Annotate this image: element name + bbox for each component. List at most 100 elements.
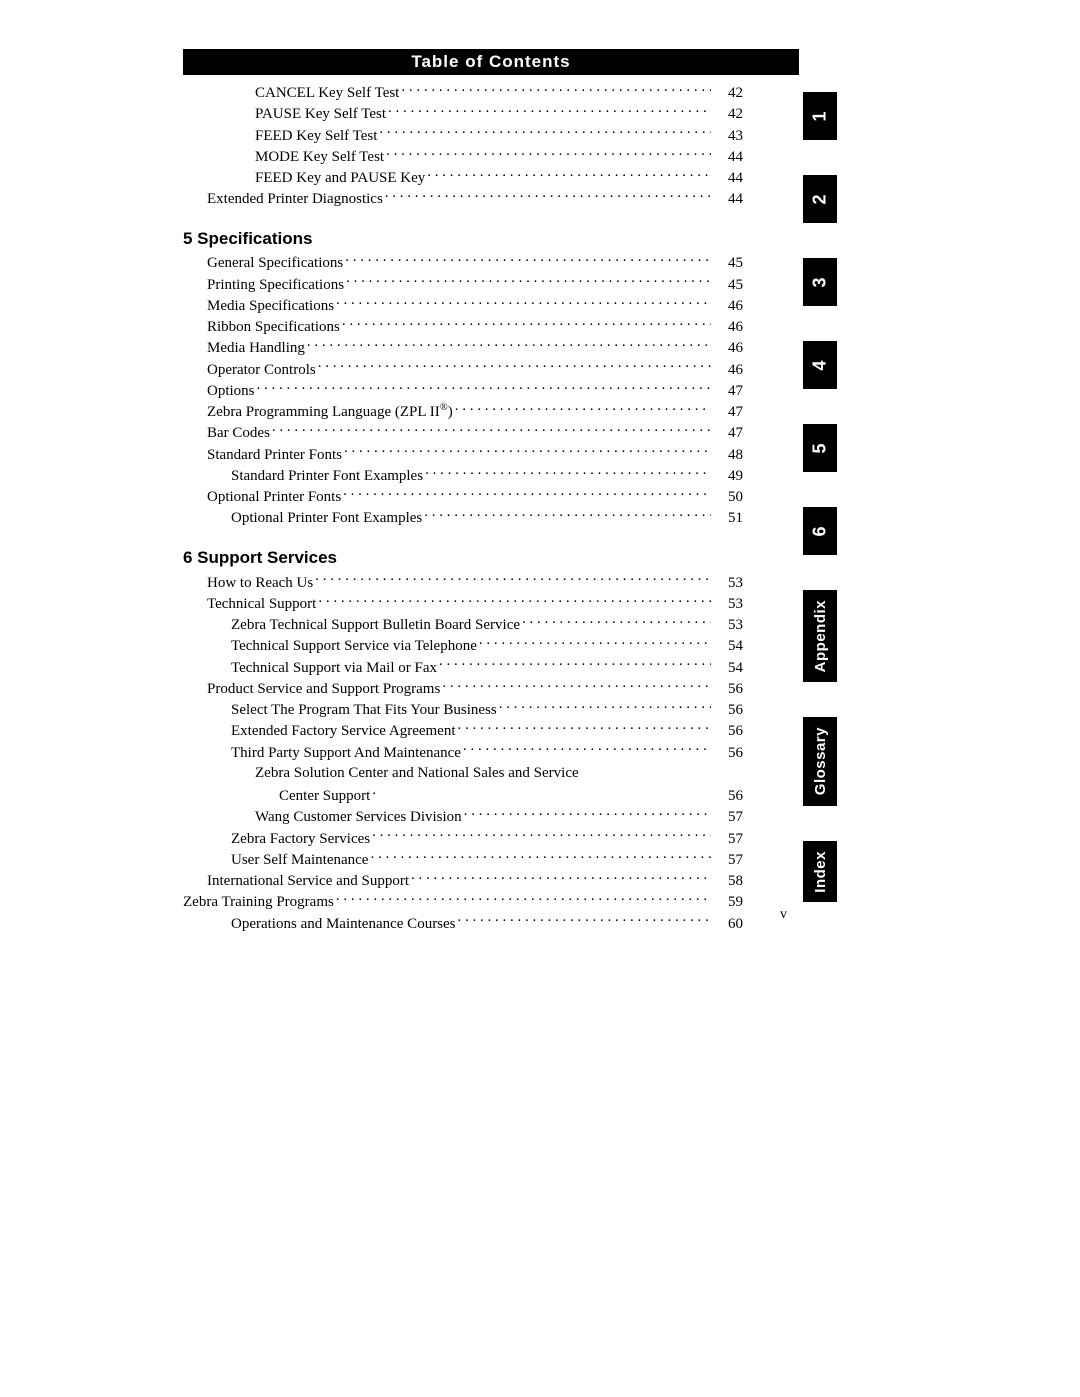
thumb-tab-label: 1 bbox=[809, 111, 830, 121]
toc-dot-leader bbox=[388, 103, 711, 118]
toc-entry[interactable]: Optional Printer Font Examples51 bbox=[183, 507, 743, 528]
toc-dot-leader bbox=[427, 167, 711, 182]
toc-dot-leader bbox=[385, 188, 711, 203]
toc-entry[interactable]: PAUSE Key Self Test42 bbox=[183, 103, 743, 124]
toc-entry-label: Operations and Maintenance Courses bbox=[231, 914, 456, 934]
toc-entry[interactable]: Media Handling46 bbox=[183, 337, 743, 358]
toc-header-bar: Table of Contents bbox=[183, 49, 799, 75]
toc-entry[interactable]: Standard Printer Font Examples49 bbox=[183, 465, 743, 486]
toc-dot-leader bbox=[522, 614, 711, 629]
toc-entry-page: 54 bbox=[713, 636, 743, 656]
toc-entry-label: Zebra Training Programs bbox=[183, 892, 334, 912]
toc-body: CANCEL Key Self Test 42PAUSE Key Self Tes… bbox=[183, 82, 743, 934]
thumb-tab[interactable]: 2 bbox=[803, 175, 837, 223]
thumb-tab-label: 5 bbox=[809, 443, 830, 453]
toc-entry-label: Zebra Solution Center and National Sales… bbox=[255, 763, 743, 783]
thumb-tab[interactable]: 1 bbox=[803, 92, 837, 140]
toc-entry-label: Standard Printer Fonts bbox=[207, 445, 342, 465]
toc-entry[interactable]: Zebra Solution Center and National Sales… bbox=[183, 763, 743, 807]
toc-entry-label: CANCEL Key Self Test bbox=[255, 83, 399, 103]
toc-entry-page: 42 bbox=[713, 104, 743, 124]
toc-entry-label: Printing Specifications bbox=[207, 275, 344, 295]
toc-dot-leader bbox=[257, 380, 711, 395]
page: Table of Contents CANCEL Key Self Test42… bbox=[0, 0, 1080, 1397]
toc-entry[interactable]: Bar Codes47 bbox=[183, 422, 743, 443]
toc-entry-page: 54 bbox=[713, 658, 743, 678]
toc-entry[interactable]: Zebra Programming Language (ZPL II®)47 bbox=[183, 401, 743, 422]
toc-entry[interactable]: Zebra Technical Support Bulletin Board S… bbox=[183, 614, 743, 635]
toc-entry[interactable]: Options47 bbox=[183, 380, 743, 401]
toc-entry-label: Select The Program That Fits Your Busine… bbox=[231, 700, 497, 720]
toc-entry-page: 42 bbox=[713, 83, 743, 103]
toc-entry[interactable]: Technical Support53 bbox=[183, 593, 743, 614]
toc-dot-leader bbox=[458, 720, 711, 735]
toc-entry-page: 53 bbox=[713, 615, 743, 635]
toc-entry[interactable]: Extended Factory Service Agreement56 bbox=[183, 720, 743, 741]
toc-dot-leader bbox=[401, 82, 711, 97]
toc-entry[interactable]: Wang Customer Services Division57 bbox=[183, 806, 743, 827]
thumb-tab-label: Appendix bbox=[812, 590, 829, 682]
thumb-tab-label: 4 bbox=[809, 360, 830, 370]
toc-entry-label: Options bbox=[207, 381, 255, 401]
toc-entry[interactable]: Product Service and Support Programs56 bbox=[183, 678, 743, 699]
thumb-tab[interactable]: 5 bbox=[803, 424, 837, 472]
toc-dot-leader bbox=[425, 465, 711, 480]
toc-entry-label: User Self Maintenance bbox=[231, 850, 368, 870]
toc-entry[interactable]: FEED Key and PAUSE Key44 bbox=[183, 167, 743, 188]
toc-entry[interactable]: Zebra Training Programs59 bbox=[183, 891, 743, 912]
toc-entry[interactable]: Media Specifications46 bbox=[183, 295, 743, 316]
toc-entry[interactable]: Optional Printer Fonts50 bbox=[183, 486, 743, 507]
toc-entry[interactable]: Operator Controls46 bbox=[183, 359, 743, 380]
toc-entry-page: 48 bbox=[713, 445, 743, 465]
toc-dot-leader bbox=[346, 274, 711, 289]
toc-entry-label: General Specifications bbox=[207, 253, 343, 273]
toc-entry-label: Extended Printer Diagnostics bbox=[207, 189, 383, 209]
toc-entry[interactable]: Extended Printer Diagnostics44 bbox=[183, 188, 743, 209]
toc-section-heading: 6 Support Services bbox=[183, 547, 743, 570]
toc-entry[interactable]: FEED Key Self Test43 bbox=[183, 125, 743, 146]
toc-entry-label: Center Support bbox=[279, 786, 370, 806]
toc-entry-label: Media Handling bbox=[207, 338, 305, 358]
toc-dot-leader bbox=[479, 635, 711, 650]
toc-dot-leader bbox=[372, 785, 711, 800]
toc-entry[interactable]: How to Reach Us53 bbox=[183, 572, 743, 593]
toc-entry-label: Optional Printer Font Examples bbox=[231, 508, 422, 528]
toc-entry-label: Zebra Programming Language (ZPL II®) bbox=[207, 401, 453, 422]
thumb-tab[interactable]: Appendix bbox=[803, 590, 837, 682]
thumb-tab[interactable]: 6 bbox=[803, 507, 837, 555]
thumb-tab-label: 2 bbox=[809, 194, 830, 204]
toc-entry[interactable]: User Self Maintenance57 bbox=[183, 849, 743, 870]
toc-entry[interactable]: MODE Key Self Test44 bbox=[183, 146, 743, 167]
toc-entry[interactable]: CANCEL Key Self Test 42 bbox=[183, 82, 743, 103]
toc-entry[interactable]: Select The Program That Fits Your Busine… bbox=[183, 699, 743, 720]
toc-entry[interactable]: Technical Support via Mail or Fax 54 bbox=[183, 657, 743, 678]
toc-entry-page: 53 bbox=[713, 573, 743, 593]
toc-entry-page: 47 bbox=[713, 423, 743, 443]
toc-entry-page: 46 bbox=[713, 317, 743, 337]
toc-entry-page: 44 bbox=[713, 147, 743, 167]
toc-entry[interactable]: Technical Support Service via Telephone5… bbox=[183, 635, 743, 656]
toc-entry[interactable]: Printing Specifications45 bbox=[183, 274, 743, 295]
toc-entry[interactable]: Third Party Support And Maintenance56 bbox=[183, 742, 743, 763]
thumb-tab[interactable]: Index bbox=[803, 841, 837, 903]
thumb-tab-label: Index bbox=[812, 841, 829, 903]
toc-dot-leader bbox=[343, 486, 711, 501]
toc-entry[interactable]: Ribbon Specifications46 bbox=[183, 316, 743, 337]
thumb-tab-label: Glossary bbox=[812, 717, 829, 805]
toc-entry[interactable]: Standard Printer Fonts 48 bbox=[183, 444, 743, 465]
toc-entry-page: 56 bbox=[713, 700, 743, 720]
toc-entry-page: 46 bbox=[713, 360, 743, 380]
toc-entry[interactable]: Zebra Factory Services57 bbox=[183, 828, 743, 849]
toc-dot-leader bbox=[411, 870, 711, 885]
thumb-tab[interactable]: 4 bbox=[803, 341, 837, 389]
toc-entry[interactable]: Operations and Maintenance Courses60 bbox=[183, 913, 743, 934]
thumb-tab[interactable]: Glossary bbox=[803, 717, 837, 805]
toc-header-title: Table of Contents bbox=[411, 52, 570, 71]
toc-entry-label: Optional Printer Fonts bbox=[207, 487, 341, 507]
toc-entry-page: 43 bbox=[713, 126, 743, 146]
toc-entry[interactable]: International Service and Support58 bbox=[183, 870, 743, 891]
thumb-tab-label: 6 bbox=[809, 526, 830, 536]
toc-entry[interactable]: General Specifications45 bbox=[183, 252, 743, 273]
toc-entry-label: Technical Support via Mail or Fax bbox=[231, 658, 437, 678]
thumb-tab[interactable]: 3 bbox=[803, 258, 837, 306]
